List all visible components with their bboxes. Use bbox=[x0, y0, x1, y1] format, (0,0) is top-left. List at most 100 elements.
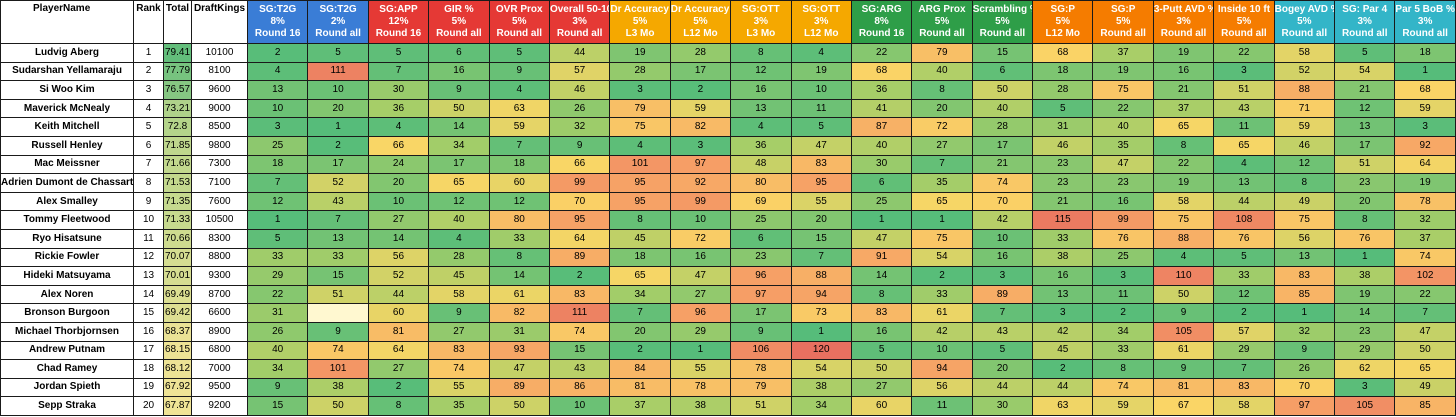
stat-cell: 86 bbox=[548, 377, 611, 398]
stat-cell: 30 bbox=[850, 154, 913, 175]
stat-cell: 51 bbox=[1334, 154, 1396, 175]
player-name-cell: Mac Meissner bbox=[0, 154, 134, 175]
stat-cell: 13 bbox=[1334, 117, 1396, 137]
header-stat-l1: SG: Par 4 bbox=[1342, 4, 1388, 15]
stat-cell: 22 bbox=[246, 284, 309, 305]
stat-cell: 96 bbox=[669, 303, 732, 323]
stat-cell: 24 bbox=[367, 154, 430, 175]
stat-cell: 65 bbox=[1213, 135, 1275, 156]
header-stat-3: GIR % 5% Round all bbox=[428, 0, 490, 44]
stat-cell: 84 bbox=[609, 359, 671, 379]
total-cell: 76.57 bbox=[163, 80, 192, 100]
header-stat-l1: SG:OTT bbox=[802, 4, 841, 15]
stat-cell: 94 bbox=[790, 284, 852, 305]
stat-cell: 12 bbox=[730, 61, 792, 82]
stat-cell: 2 bbox=[609, 340, 671, 361]
stat-cell: 44 bbox=[971, 377, 1034, 398]
total-cell: 67.92 bbox=[163, 377, 192, 398]
stat-cell: 33 bbox=[1032, 228, 1094, 249]
stat-cell: 12 bbox=[428, 191, 490, 212]
stat-cell: 44 bbox=[1213, 191, 1275, 212]
stat-cell: 1 bbox=[1334, 247, 1396, 268]
table-body: Ludvig Aberg 1 79.41 10100 2 5 5 6 5 44 19 28 8 4 22 79… bbox=[0, 43, 1456, 416]
stat-cell: 3 bbox=[1032, 303, 1094, 323]
stat-cell: 38 bbox=[307, 377, 369, 398]
stat-cell: 46 bbox=[1273, 135, 1336, 156]
header-stat-7: Dr Accuracy %5%L12 Mo bbox=[669, 0, 732, 44]
stat-cell: 74 bbox=[428, 359, 490, 379]
header-stat-l3: L3 Mo bbox=[746, 28, 776, 39]
stat-cell: 10 bbox=[246, 98, 309, 119]
stat-cell: 97 bbox=[1273, 396, 1336, 416]
stat-cell: 60 bbox=[850, 396, 913, 416]
stat-cell: 85 bbox=[1273, 284, 1336, 305]
stat-cell: 2 bbox=[669, 80, 732, 100]
stat-cell: 12 bbox=[1334, 98, 1396, 119]
stat-cell: 9 bbox=[1152, 303, 1215, 323]
stat-cell: 47 bbox=[1394, 321, 1456, 342]
stat-cell: 89 bbox=[488, 377, 550, 398]
player-name-cell: Michael Thorbjornsen bbox=[0, 321, 134, 342]
stat-cell: 26 bbox=[1273, 359, 1336, 379]
header-stat-l2: 3% bbox=[572, 16, 587, 27]
stat-cell: 82 bbox=[669, 117, 732, 137]
header-stat-l2: 5% bbox=[995, 16, 1010, 27]
draftkings-cell: 7300 bbox=[191, 154, 248, 175]
rank-cell: 7 bbox=[133, 154, 164, 175]
stat-cell: 38 bbox=[790, 377, 852, 398]
header-stat-10: SG:ARG 8% Round 16 bbox=[850, 0, 913, 44]
stat-cell: 16 bbox=[428, 61, 490, 82]
stat-cell: 5 bbox=[850, 340, 913, 361]
header-stat-l1: SG:T2G bbox=[319, 4, 357, 15]
stat-cell: 28 bbox=[1032, 80, 1094, 100]
stat-cell: 12 bbox=[246, 191, 309, 212]
draftkings-cell: 9200 bbox=[191, 396, 248, 416]
stat-cell: 9 bbox=[246, 377, 309, 398]
total-cell: 70.07 bbox=[163, 247, 192, 268]
table-row: Adrien Dumont de Chassart 8 71.53 7100 7 52 20… bbox=[0, 173, 1456, 193]
stat-cell: 30 bbox=[971, 396, 1034, 416]
stat-cell: 92 bbox=[1394, 135, 1456, 156]
stat-cell: 23 bbox=[1334, 173, 1396, 193]
table-row: Tommy Fleetwood 10 71.33 10500 1 7 27 40 80 95 8 10… bbox=[0, 210, 1456, 230]
stat-cell: 61 bbox=[488, 284, 550, 305]
header-stat-17: Bogey AVD % 5% Round all bbox=[1273, 0, 1336, 44]
stat-cell: 62 bbox=[1334, 359, 1396, 379]
stat-cell: 9 bbox=[1152, 359, 1215, 379]
header-stat-l3: L12 Mo bbox=[803, 28, 839, 39]
stat-cell: 88 bbox=[1152, 228, 1215, 249]
stat-cell: 4 bbox=[488, 80, 550, 100]
stat-cell: 15 bbox=[971, 43, 1034, 63]
stat-cell: 17 bbox=[1334, 135, 1396, 156]
stat-cell: 82 bbox=[488, 303, 550, 323]
table-row: Andrew Putnam 17 68.15 6800 40 74 64 83 93 15 2 1 10… bbox=[0, 340, 1456, 361]
stat-cell: 95 bbox=[790, 173, 852, 193]
stat-cell: 55 bbox=[428, 377, 490, 398]
stat-cell: 61 bbox=[911, 303, 973, 323]
stat-cell bbox=[307, 303, 369, 323]
header-stat-2: SG:APP 12% Round 16 bbox=[367, 0, 430, 44]
stat-cell: 36 bbox=[367, 98, 430, 119]
stat-cell: 7 bbox=[1394, 303, 1456, 323]
stat-cell: 75 bbox=[1092, 80, 1154, 100]
stat-cell: 19 bbox=[1092, 61, 1154, 82]
header-stat-13: SG:P 5% L12 Mo bbox=[1032, 0, 1094, 44]
stat-cell: 17 bbox=[307, 154, 369, 175]
stat-cell: 19 bbox=[790, 61, 852, 82]
header-stat-l1: SG:T2G bbox=[259, 4, 297, 15]
header-stat-l3: Round 16 bbox=[375, 28, 422, 39]
stat-cell: 33 bbox=[488, 228, 550, 249]
header-stat-l3: Round 16 bbox=[858, 28, 905, 39]
stat-cell: 16 bbox=[669, 247, 732, 268]
stat-cell: 23 bbox=[1032, 154, 1094, 175]
stat-cell: 16 bbox=[1032, 266, 1094, 286]
header-stat-l2: 3% bbox=[1357, 16, 1372, 27]
stat-cell: 2 bbox=[1213, 303, 1275, 323]
table-row: Mac Meissner 7 71.66 7300 18 17 24 17 18 66 101 97 4… bbox=[0, 154, 1456, 175]
stat-cell: 87 bbox=[850, 117, 913, 137]
stat-cell: 1 bbox=[246, 210, 309, 230]
stat-cell: 12 bbox=[1273, 154, 1336, 175]
stat-cell: 1 bbox=[790, 321, 852, 342]
stat-cell: 97 bbox=[730, 284, 792, 305]
table-row: Jordan Spieth 19 67.92 9500 9 38 2 55 89 86 81 78 79… bbox=[0, 377, 1456, 398]
